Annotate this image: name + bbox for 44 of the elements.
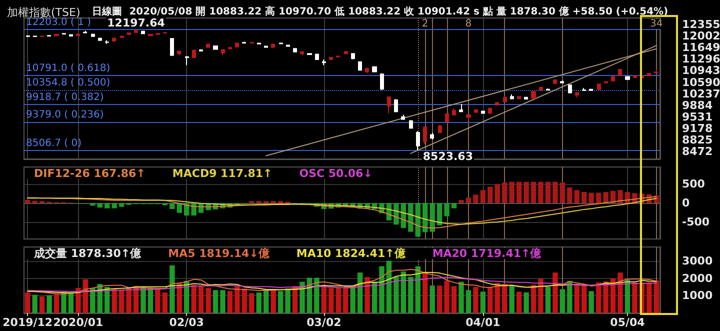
y-tick-label: 10590	[682, 76, 720, 89]
y-tick-label: 0	[682, 196, 690, 210]
series-label: MA10 1824.41↑億	[296, 247, 406, 260]
y-tick-label: 3000	[682, 254, 713, 268]
annotation: 12197.64	[107, 16, 166, 30]
y-tick-label: 500	[682, 178, 706, 191]
ref-line-label: 10791.0 ( 0.618)	[26, 63, 110, 74]
series-label: DIF12-26 167.86↑	[34, 167, 146, 180]
ref-line-label: 8506.7 ( 0)	[26, 138, 82, 150]
y-tick-label: 8825	[682, 134, 713, 147]
ref-line-label: 12203.0 ( 1 )	[26, 16, 92, 28]
y-tick-label: 9531	[682, 110, 713, 124]
ref-line-label: 10354.8 ( 0.500)	[26, 77, 110, 88]
y-tick-label: 11649	[682, 41, 720, 54]
y-tick-label: 11296	[682, 52, 720, 66]
chart-subtitle: 日線圖 2020/05/08 開 10883.22 高 10970.70 低 10883.22 收 10901.42 s 點 量 1878.30 億 +58.50 (+0.54%)	[92, 6, 668, 18]
series-label: MA20 1719.41↑億	[432, 247, 542, 260]
chart-title: 加權指數(TSE)	[7, 6, 80, 19]
x-tick-label: 03/02	[306, 316, 342, 329]
x-tick-label: 04/01	[466, 316, 500, 329]
y-tick-label: 9178	[682, 122, 713, 136]
y-tick-label: 12355	[682, 18, 720, 31]
text: 成交量 1878.30↑億	[33, 247, 142, 260]
y-tick-label: 9884	[682, 98, 713, 112]
ref-line-label: 9379.0 ( 0.236)	[26, 109, 104, 120]
ref-line-label: 9918.7 ( 0.382)	[26, 92, 104, 103]
y-tick-label: 2000	[682, 272, 713, 285]
annotation: 2	[422, 18, 428, 30]
y-tick-label: 10237	[682, 87, 720, 100]
series-label: MACD9 117.81↑	[172, 167, 272, 180]
text: OSC 50.06↓	[299, 167, 372, 180]
text: MA5 1819.14↓億	[168, 247, 270, 260]
y-tick-label: 12002	[682, 29, 720, 42]
x-tick-label: 02/03	[169, 316, 204, 329]
annotation: 34	[650, 18, 663, 30]
annotation: 8	[465, 18, 472, 30]
y-tick-label: 1000	[682, 289, 713, 302]
annotation: 8523.63	[422, 150, 473, 164]
y-tick-label: 8472	[682, 145, 713, 158]
x-tick-label: 2020/01	[53, 316, 104, 329]
x-tick-label: 05/04	[610, 316, 646, 329]
y-tick-label: -500	[682, 215, 710, 228]
x-tick-label: 2019/12	[2, 316, 53, 329]
y-tick-label: 10943	[682, 64, 720, 78]
